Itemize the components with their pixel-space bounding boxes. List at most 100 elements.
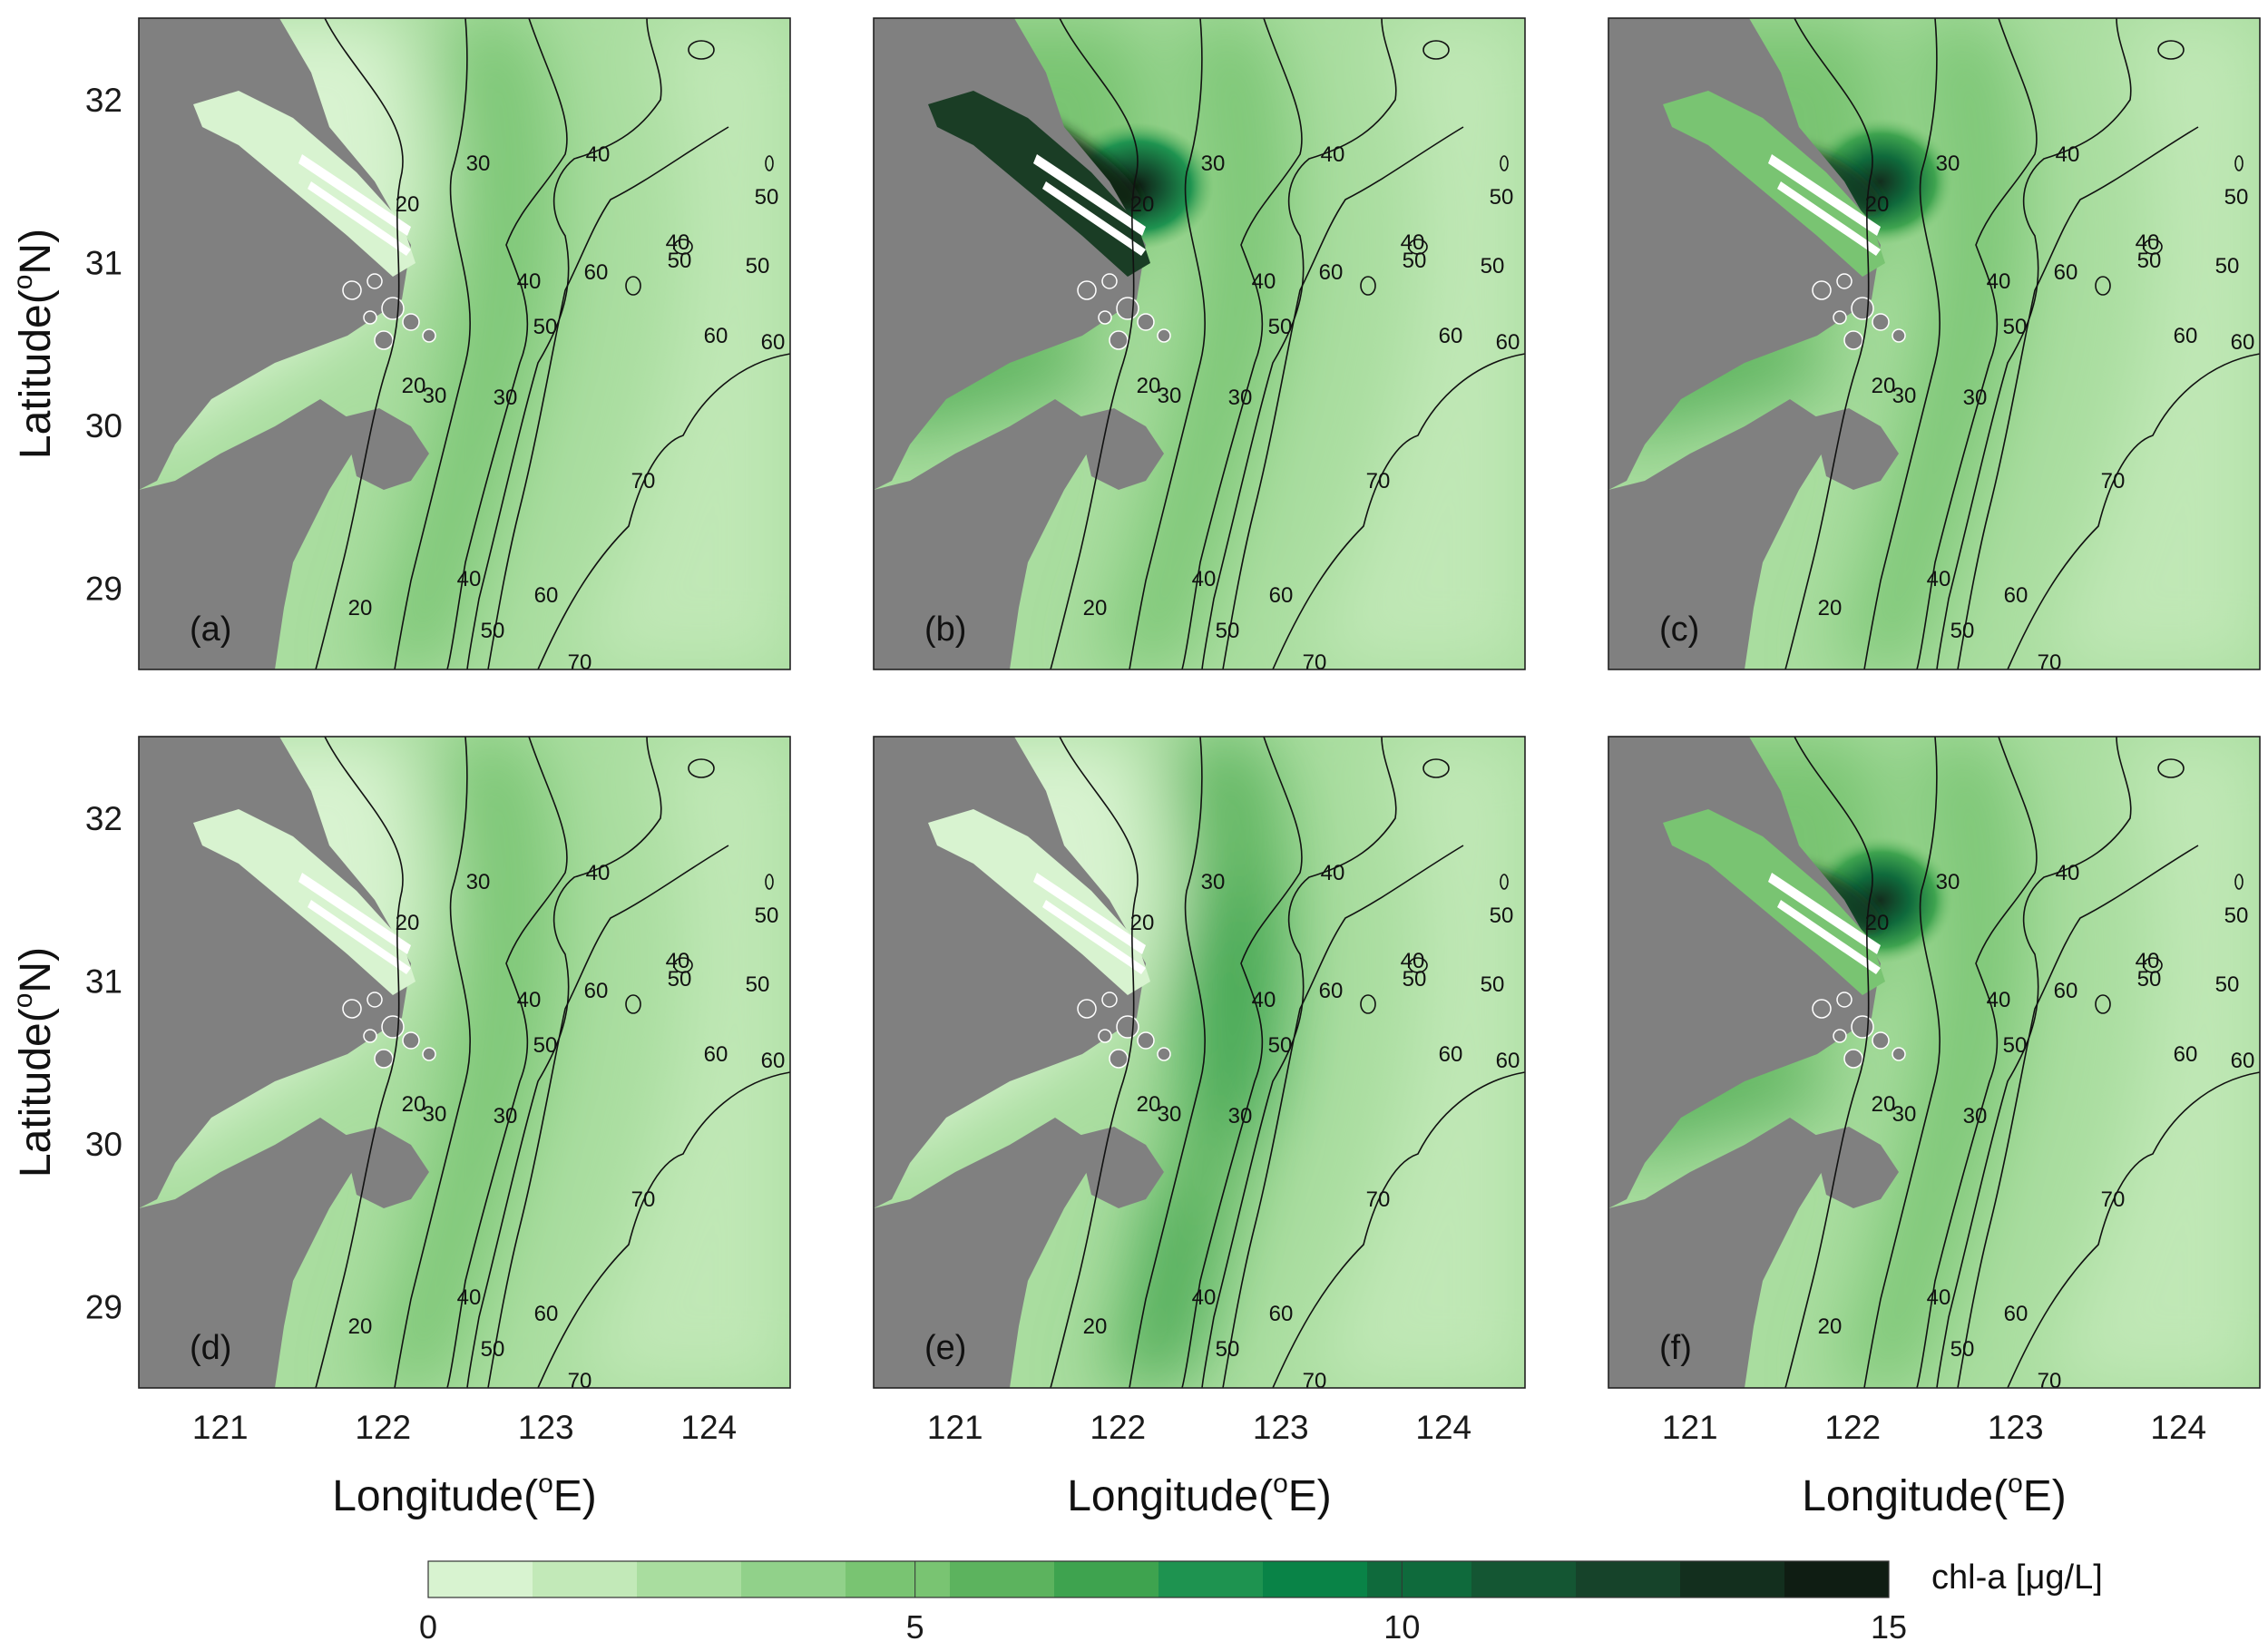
isobath-label-50: 50 — [746, 972, 770, 997]
colorbar-tick-label: 15 — [1871, 1608, 1907, 1646]
colorbar-swatch — [846, 1561, 951, 1597]
isobath-label-40: 40 — [1321, 142, 1345, 167]
isobath-label-50: 50 — [1490, 904, 1514, 928]
x-tick-label: 122 — [355, 1409, 411, 1446]
isobath-label-20: 20 — [1865, 911, 1890, 935]
colorbar: 0 5 10 15 chl-a [μg/L] — [419, 1558, 2103, 1646]
isobath-label-70: 70 — [2038, 650, 2062, 675]
isobath-50 — [466, 737, 662, 1388]
isobath-40 — [1916, 737, 2038, 1388]
isobath-40 — [1181, 737, 1303, 1388]
isobath-label-70: 70 — [2101, 1187, 2126, 1212]
isobath-label-40: 40 — [1321, 861, 1345, 885]
isobath-label-20: 20 — [396, 911, 420, 935]
isobath-label-60: 60 — [1319, 260, 1344, 285]
isobath-label-30: 30 — [1963, 1104, 1988, 1128]
isobath-label-60: 60 — [761, 1049, 786, 1073]
panel-frame — [873, 736, 1526, 1389]
isobath-60 — [487, 845, 729, 1388]
isobath-label-30: 30 — [494, 1104, 518, 1128]
y-axis-label: Latitude(oN) — [8, 229, 60, 459]
isobath-label-20: 20 — [1083, 1314, 1108, 1339]
map-panel-d: 2020203030304040405050505060606070704050… — [8, 736, 791, 1520]
isobath-label-50: 50 — [668, 249, 692, 273]
x-tick-label: 123 — [1253, 1409, 1309, 1446]
isobath-label-30: 30 — [1892, 1102, 1917, 1127]
isobath-label-40: 40 — [1401, 230, 1425, 255]
isobath-label-70: 70 — [631, 1187, 656, 1212]
isobath-label-50: 50 — [755, 904, 779, 928]
isobath-20 — [1784, 18, 1873, 669]
colorbar-swatch — [1471, 1561, 1577, 1597]
y-tick-label: 31 — [85, 244, 122, 281]
isobath-40 — [1916, 18, 2038, 669]
colorbar-label: chl-a [μg/L] — [1931, 1558, 2103, 1597]
isobath-30 — [1863, 737, 1941, 1388]
isobath-20 — [315, 18, 404, 669]
isobath-label-30: 30 — [1201, 151, 1226, 176]
isobath-label-20: 20 — [348, 596, 373, 620]
isobath-contours — [1784, 18, 2260, 669]
isobath-label-50: 50 — [668, 967, 692, 992]
isobath-label-40: 40 — [586, 142, 611, 167]
isobath-label-60: 60 — [584, 260, 609, 285]
colorbar-swatch — [637, 1561, 742, 1597]
isobath-label-30: 30 — [466, 151, 491, 176]
colorbar-swatch — [1367, 1561, 1472, 1597]
isobath-label-70: 70 — [631, 469, 656, 493]
isobath-50 — [1936, 737, 2132, 1388]
isobath-30 — [1129, 737, 1206, 1388]
isobath-label-40: 40 — [1192, 1285, 1217, 1310]
isobath-label-60: 60 — [534, 1302, 559, 1326]
isobath-label-20: 20 — [1130, 911, 1155, 935]
isobath-label-30: 30 — [1228, 1104, 1253, 1128]
x-tick-label: 122 — [1090, 1409, 1146, 1446]
colorbar-swatch — [1784, 1561, 1890, 1597]
x-axis-label: Longitude(oE) — [332, 1469, 597, 1520]
panel-frame — [138, 17, 791, 670]
panel-label-d: (d) — [190, 1329, 231, 1367]
colorbar-tick-label: 5 — [906, 1608, 924, 1646]
isobath-20 — [1050, 737, 1139, 1388]
isobath-label-40: 40 — [666, 230, 690, 255]
isobath-label-70: 70 — [2101, 469, 2126, 493]
isobath-label-20: 20 — [1865, 192, 1890, 217]
chl-a-field: 2020203030304040405050505060606070704050… — [139, 18, 790, 675]
isobath-70 — [2007, 353, 2260, 669]
x-tick-label: 124 — [2150, 1409, 2206, 1446]
chl-a-field: 2020203030304040405050505060606070704050… — [874, 737, 1525, 1388]
isobath-label-50: 50 — [1403, 249, 1427, 273]
y-tick-label: 32 — [85, 82, 122, 119]
land-mask — [1608, 18, 1899, 669]
colorbar-swatch — [428, 1561, 533, 1597]
colorbar-swatch — [1263, 1561, 1368, 1597]
isobath-label-50: 50 — [2137, 967, 2162, 992]
colorbar-swatch — [1054, 1561, 1159, 1597]
isobath-label-50: 50 — [1216, 619, 1240, 643]
colorbar-swatch — [1158, 1561, 1264, 1597]
isobath-contours — [1784, 737, 2260, 1388]
isobath-label-30: 30 — [1963, 386, 1988, 410]
x-tick-label: 123 — [1988, 1409, 2044, 1446]
y-tick-label: 29 — [85, 570, 122, 607]
x-tick-label: 121 — [1662, 1409, 1718, 1446]
isobath-label-30: 30 — [466, 870, 491, 894]
isobath-label-20: 20 — [1872, 1092, 1896, 1117]
isobath-label-30: 30 — [1228, 386, 1253, 410]
x-axis-label: Longitude(oE) — [1067, 1469, 1332, 1520]
isobath-label-20: 20 — [1083, 596, 1108, 620]
isobath-label-60: 60 — [761, 330, 786, 355]
isobath-label-20: 20 — [1137, 1092, 1161, 1117]
isobath-label-70: 70 — [2038, 1369, 2062, 1393]
isobath-30 — [1863, 18, 1941, 669]
x-tick-label: 121 — [192, 1409, 249, 1446]
isobath-label-70: 70 — [568, 650, 592, 675]
colorbar-swatch — [1680, 1561, 1785, 1597]
isobath-70 — [1272, 1071, 1525, 1388]
isobath-label-40: 40 — [1252, 988, 1276, 1012]
land-mask — [874, 737, 1164, 1388]
isobath-label-70: 70 — [1303, 650, 1327, 675]
isobath-label-20: 20 — [402, 1092, 426, 1117]
isobath-label-30: 30 — [423, 1102, 447, 1127]
isobath-60 — [487, 126, 729, 669]
